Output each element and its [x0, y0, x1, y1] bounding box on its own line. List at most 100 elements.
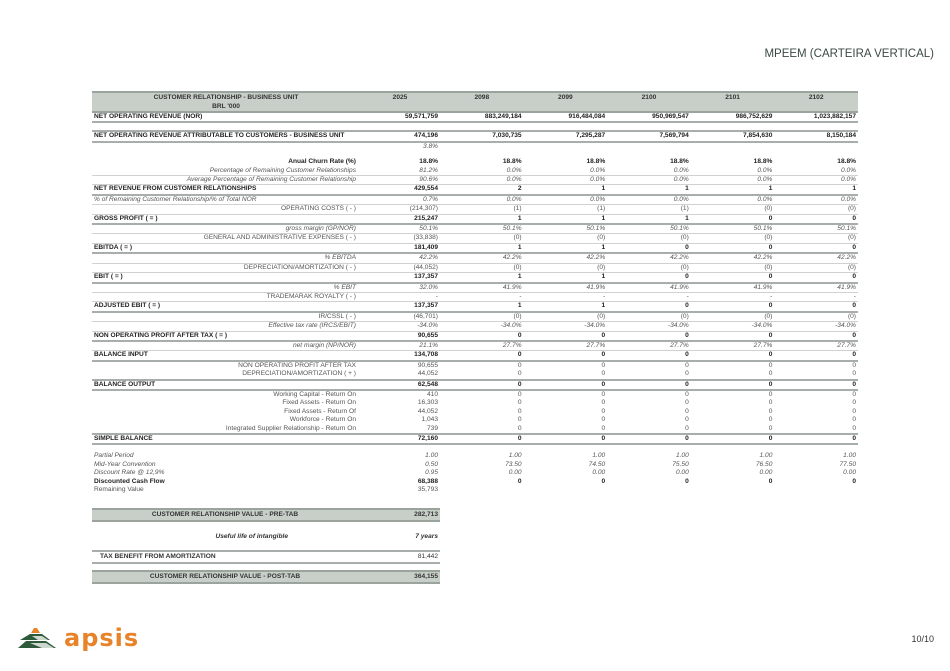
cell-2101: 0 — [768, 370, 773, 378]
cell-2098: 1 — [440, 301, 524, 313]
cell-2025: 59,571,759 — [360, 112, 440, 124]
table-row: GENERAL AND ADMINISTRATIVE EXPENSES ( - … — [92, 233, 858, 244]
cell-2100: 0 — [685, 424, 689, 432]
cell-2100: 0 — [685, 407, 689, 415]
row-label: TRADEMARAK ROYALTY ( - ) — [92, 292, 360, 303]
tax-benefit-value: 81,442 — [417, 553, 438, 561]
cell-2099 — [524, 142, 608, 151]
cell-2100: - — [607, 292, 691, 303]
table-row: NET REVENUE FROM CUSTOMER RELATIONSHIPS 4… — [92, 184, 858, 196]
cell-2102: 0 — [852, 370, 856, 378]
cell-2099: (1) — [523, 204, 608, 215]
table-header-subrow: BRL '000 — [92, 102, 858, 113]
cell-2101: - — [690, 292, 775, 303]
cell-2102: 50.1% — [774, 224, 858, 235]
useful-life-value: 7 years — [415, 533, 438, 541]
cell-2102: 27.7% — [774, 340, 858, 352]
row-label: Fixed Assets - Return Of — [284, 407, 356, 415]
table-row: NET OPERATING REVENUE ATTRIBUTABLE TO CU… — [92, 130, 858, 143]
cell-2102: 0 — [774, 378, 858, 392]
table-row: Percentage of Remaining Customer Relatio… — [92, 166, 858, 177]
row-label: Percentage of Remaining Customer Relatio… — [92, 166, 360, 177]
cell-2025: 18.8% — [419, 158, 438, 166]
pre-tab-value-row: CUSTOMER RELATIONSHIP VALUE - PRE-TAB 28… — [92, 508, 440, 523]
header-year: 2099 — [523, 91, 608, 102]
cell-2100: (0) — [607, 233, 691, 244]
cell-2102: (0) — [774, 233, 858, 244]
row-label: Mid-Year Convention — [94, 460, 156, 468]
cell-2100: 950,969,547 — [607, 112, 691, 124]
cell-2098: 1.00 — [508, 452, 522, 460]
cell-2025: 1,043 — [421, 416, 438, 424]
cell-2101: 0 — [768, 361, 773, 369]
cell-2100: 0.0% — [607, 175, 691, 186]
cell-2098: 0.0% — [440, 166, 524, 177]
cell-2099: 1 — [523, 272, 608, 284]
report-content: CUSTOMER RELATIONSHIP - BUSINESS UNIT 20… — [92, 91, 858, 585]
cell-2102: 18.8% — [837, 158, 856, 166]
cell-2025: 44,052 — [417, 407, 438, 415]
cell-2098: -34.0% — [440, 321, 524, 332]
cell-2100: 75.50 — [672, 460, 689, 468]
cell-2025: 134,708 — [360, 350, 440, 362]
cell-2101: 0 — [690, 350, 775, 362]
cell-2025: 50.1% — [360, 224, 440, 235]
cell-2098: 50.1% — [440, 224, 524, 235]
cell-2102: 42.2% — [774, 253, 858, 264]
row-label: Discounted Cash Flow — [94, 477, 165, 485]
cell-2098: 0.00 — [508, 469, 522, 477]
cell-2102: 0 — [774, 214, 858, 226]
cell-2101: 0 — [768, 399, 773, 407]
cell-2102: 1,023,882,157 — [774, 112, 858, 124]
row-label: Effective tax rate (IRCS/EBIT) — [92, 321, 360, 332]
cell-2099: 1 — [523, 243, 608, 255]
cell-2101: (0) — [690, 233, 775, 244]
row-label: NON OPERATING PROFIT AFTER TAX ( = ) — [92, 331, 360, 342]
page-number: 10/10 — [911, 634, 934, 644]
row-label: net margin (NP/NOR) — [92, 340, 360, 352]
cell-2099: -34.0% — [523, 321, 608, 332]
cell-2025: 35,793 — [417, 486, 438, 494]
row-label: NET OPERATING REVENUE ATTRIBUTABLE TO CU… — [92, 130, 360, 143]
table-row: Partial Period 1.00 1.00 1.00 1.00 1.00 1.00 — [92, 452, 858, 460]
cell-2099: 0 — [601, 416, 606, 424]
cell-2102 — [774, 142, 858, 151]
table-row: TRADEMARAK ROYALTY ( - ) - - - - - - — [92, 292, 858, 303]
cell-2025: 137,357 — [360, 272, 440, 284]
table-row: NON OPERATING PROFIT AFTER TAX ( = ) 90,6… — [92, 331, 858, 342]
table-row: 3.8% — [92, 142, 858, 151]
cell-2101: 7,854,630 — [690, 130, 775, 143]
cell-2100: (1) — [607, 204, 691, 215]
table-row: DEPRECIATION/AMORTIZATION ( + ) 44,052 0 0 0… — [92, 370, 858, 379]
cell-2025: 42.2% — [360, 253, 440, 264]
cell-2099: 1 — [523, 214, 608, 226]
table-row: Average Percentage of Remaining Customer… — [92, 175, 858, 186]
cell-2100: 50.1% — [607, 224, 691, 235]
cell-2100: (0) — [607, 311, 691, 323]
cell-2100: 18.8% — [670, 158, 689, 166]
cell-2101 — [691, 142, 775, 151]
row-label: Discount Rate @ 12,9% — [94, 469, 165, 477]
cell-2100: 41.9% — [607, 282, 691, 293]
cell-2100: 0 — [607, 378, 691, 392]
cell-2101: 0.0% — [690, 194, 775, 206]
table-row: Fixed Assets - Return Of 44,052 0 0 0 0 0 — [92, 408, 858, 416]
cell-2098: 0.0% — [440, 194, 524, 206]
cell-2099: 0 — [601, 390, 606, 398]
cell-2025: (33,838) — [360, 233, 440, 244]
cell-2098: 0.0% — [440, 175, 524, 186]
row-label: GENERAL AND ADMINISTRATIVE EXPENSES ( - … — [92, 233, 360, 244]
cell-2098: 1 — [440, 243, 524, 255]
logo-text: apsis — [64, 624, 140, 652]
row-label: Anual Churn Rate (%) — [288, 158, 356, 166]
cell-2099: 0 — [601, 477, 606, 485]
cell-2102: 0 — [774, 243, 858, 255]
cell-2025: (46,701) — [360, 311, 440, 323]
cell-2102: 0 — [774, 301, 858, 313]
cell-2098: 18.8% — [502, 158, 522, 166]
row-label: DEPRECIATION/AMORTIZATION ( + ) — [242, 370, 356, 378]
cell-2099: 27.7% — [523, 340, 608, 352]
row-label: BALANCE INPUT — [92, 350, 360, 362]
cell-2101: -34.0% — [690, 321, 775, 332]
cell-2102: 1 — [774, 184, 858, 196]
